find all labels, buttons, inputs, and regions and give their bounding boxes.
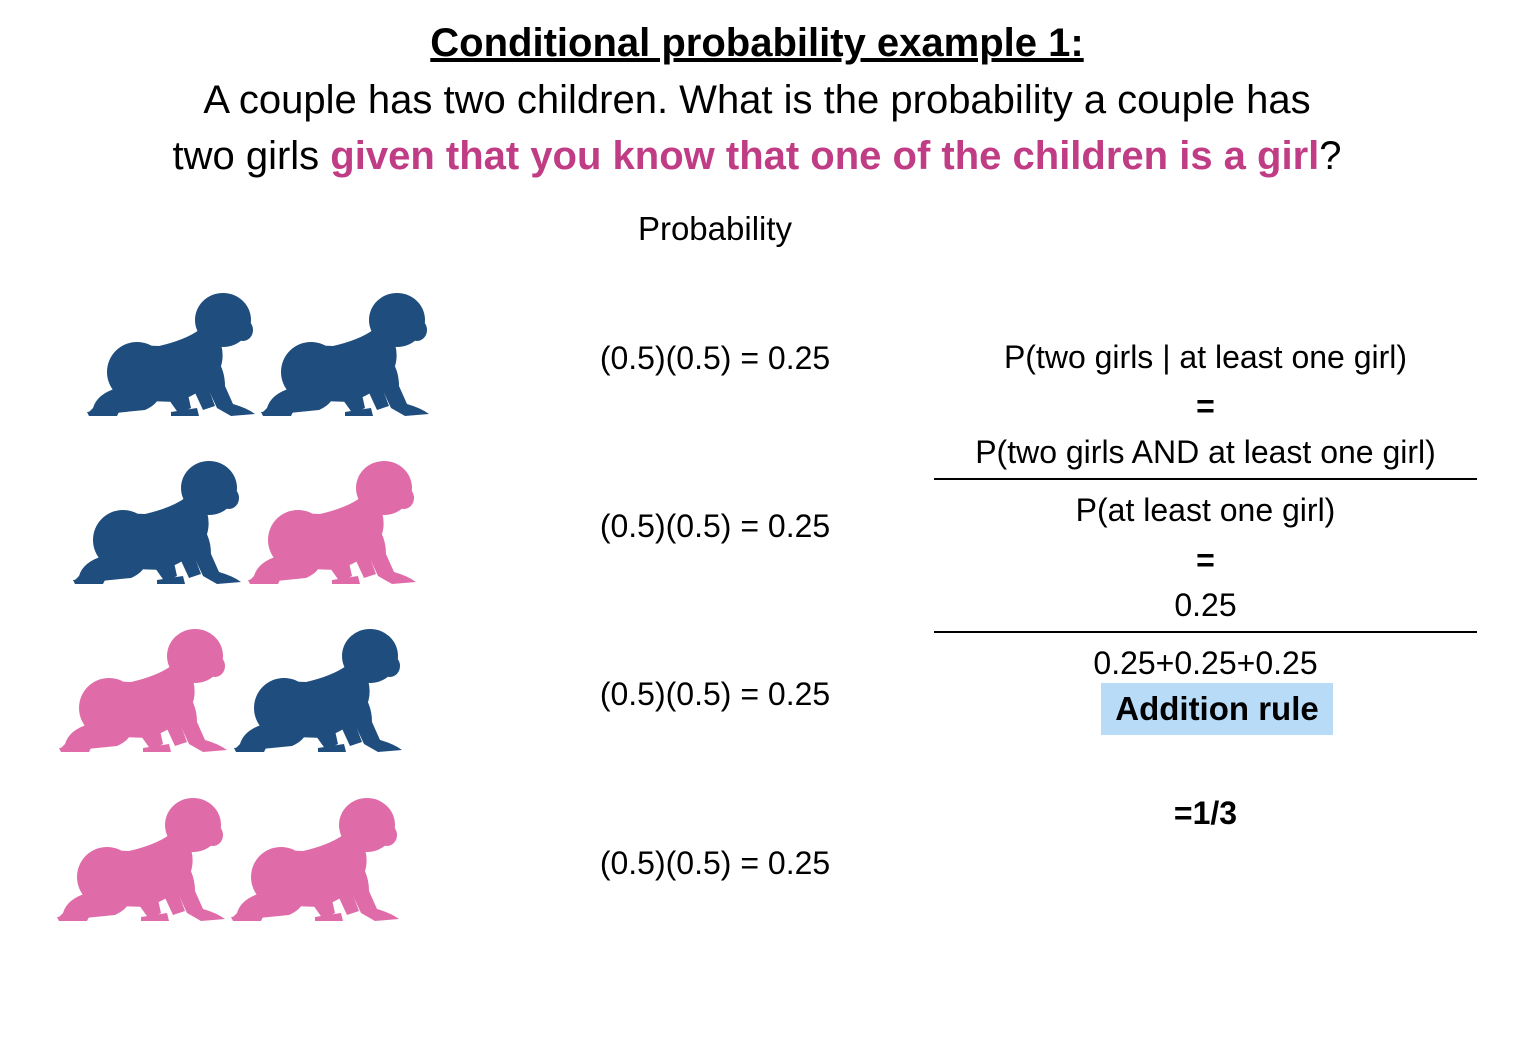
page-title: Conditional probability example 1: [430,21,1084,65]
fraction-bar [934,478,1477,480]
probability-value: (0.5)(0.5) = 0.25 [599,676,831,712]
crawling-baby-boy-icon [87,293,255,416]
question-line-1: A couple has two children. What is the p… [203,78,1311,122]
probability-value: (0.5)(0.5) = 0.25 [599,340,831,376]
crawling-baby-girl-icon [57,798,225,921]
crawling-baby-boy-icon [73,461,241,584]
question-line-2: two girls given that you know that one o… [0,128,1514,184]
crawling-baby-boy-icon [234,629,402,752]
conditional-expression: P(two girls | at least one girl) [1003,339,1408,375]
question-line-2-suffix: ? [1319,134,1342,178]
question-text: A couple has two children. What is the p… [0,72,1514,184]
probability-value: (0.5)(0.5) = 0.25 [599,508,831,544]
question-line-2-prefix: two girls [172,134,331,178]
fraction-denominator: P(at least one girl) [1075,492,1336,528]
fraction-bar [934,631,1477,633]
addition-rule-badge: Addition rule [1101,683,1333,735]
fraction-numerator: P(two girls AND at least one girl) [975,434,1436,470]
crawling-baby-girl-icon [248,461,416,584]
numeric-denominator: 0.25+0.25+0.25 [1093,645,1318,681]
result: =1/3 [1173,795,1238,831]
probability-column-header: Probability [637,210,793,247]
equals-sign: = [1196,388,1215,424]
crawling-baby-girl-icon [59,629,227,752]
probability-value: (0.5)(0.5) = 0.25 [599,845,831,881]
question-highlight: given that you know that one of the chil… [330,134,1320,178]
numeric-numerator: 0.25 [1174,587,1237,623]
equals-sign: = [1196,542,1215,578]
crawling-baby-girl-icon [231,798,399,921]
crawling-baby-boy-icon [261,293,429,416]
